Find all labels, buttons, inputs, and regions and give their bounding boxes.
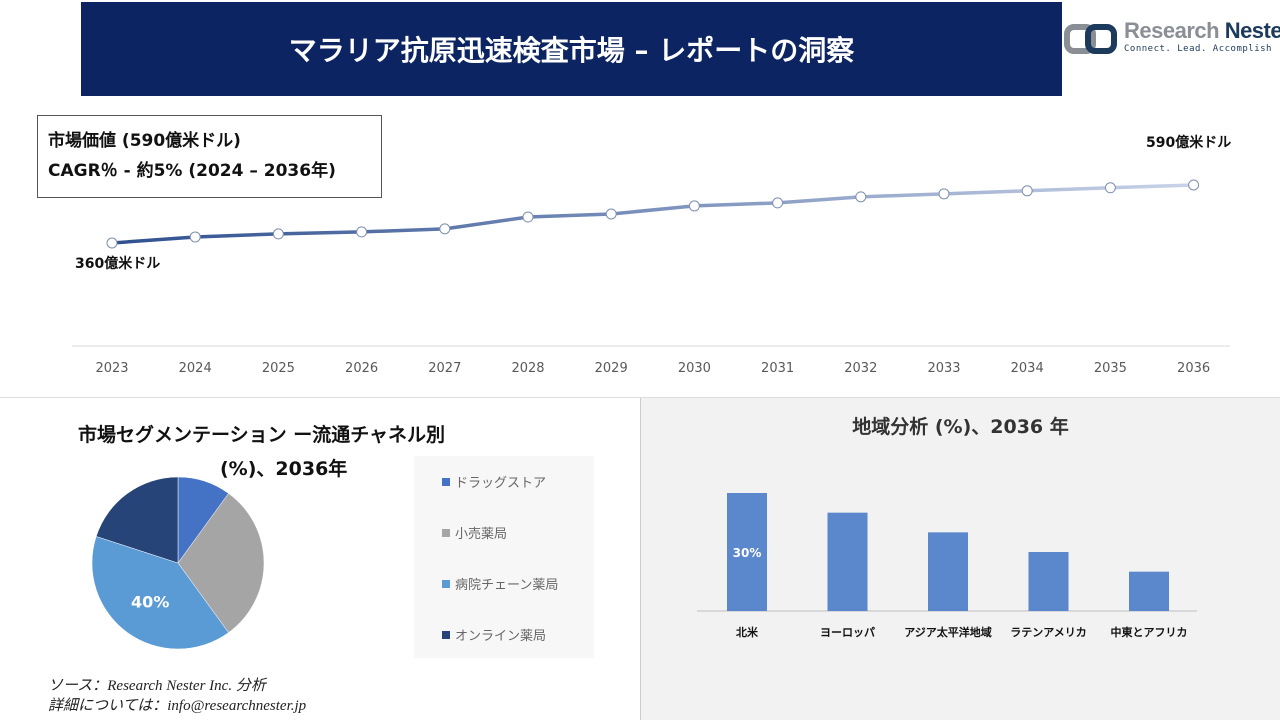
pie-legend: ドラッグストア 小売薬局病院チェーン薬局 オンライン薬局 bbox=[414, 456, 594, 658]
data-point bbox=[439, 223, 451, 235]
pie-data-label: 40% bbox=[131, 592, 169, 611]
pie-slice bbox=[91, 536, 229, 650]
data-point bbox=[688, 200, 700, 212]
x-tick-label: 2033 bbox=[927, 361, 960, 376]
legend-label: 小売薬局 bbox=[455, 527, 508, 542]
x-tick-label: 2035 bbox=[1094, 361, 1127, 376]
legend-swatch bbox=[442, 528, 450, 537]
bar-category-label: 北米 bbox=[736, 625, 759, 639]
bar bbox=[827, 512, 868, 611]
data-point bbox=[938, 188, 950, 200]
data-point bbox=[1104, 182, 1116, 194]
bar-chart-title: 地域分析 (%)、2036 年 bbox=[852, 416, 1069, 438]
series-line bbox=[111, 183, 1194, 245]
bar-category-label: ラテンアメリカ bbox=[1010, 626, 1086, 639]
divider bbox=[0, 397, 1280, 398]
bar bbox=[928, 532, 968, 611]
page-title: マラリア抗原迅速検査市場 – レポートの洞察 bbox=[81, 2, 1062, 96]
x-tick-label: 2032 bbox=[844, 361, 877, 376]
source-note: ソース：Research Nester Inc. 分析 詳細については：info… bbox=[48, 676, 306, 716]
logo-tagline: Connect. Lead. Accomplish bbox=[1124, 44, 1272, 54]
legend-label: ドラッグストア bbox=[455, 476, 547, 491]
legend-item: オンライン薬局 bbox=[442, 625, 546, 644]
x-tick-label: 2028 bbox=[511, 361, 544, 376]
data-point bbox=[605, 208, 617, 220]
data-point bbox=[522, 211, 534, 223]
x-tick-label: 2034 bbox=[1011, 361, 1044, 376]
x-tick-label: 2023 bbox=[95, 361, 128, 376]
market-value: 市場価値 (590億米ドル) bbox=[48, 131, 241, 151]
legend-item: ドラッグストア bbox=[442, 472, 546, 491]
legend-swatch bbox=[442, 477, 450, 486]
data-point bbox=[356, 226, 368, 238]
divider bbox=[640, 398, 641, 720]
bar bbox=[1129, 571, 1169, 611]
bar bbox=[727, 493, 767, 611]
bar-category-label: 中東とアフリカ bbox=[1111, 625, 1188, 639]
data-point bbox=[106, 237, 118, 249]
legend-swatch bbox=[442, 630, 450, 639]
bar-category-label: ヨーロッパ bbox=[820, 626, 875, 639]
research-nester-logo: Research Nester Connect. Lead. Accomplis… bbox=[1064, 18, 1280, 62]
pie-slice bbox=[95, 476, 179, 564]
x-tick-label: 2027 bbox=[428, 361, 461, 376]
x-tick-label: 2029 bbox=[595, 361, 628, 376]
pie-chart-title: 市場セグメンテーション ー流通チャネル別 (%)、2036年 bbox=[78, 418, 498, 486]
market-info-box: 市場価値 (590億米ドル) CAGR％ - 約5% (2024 – 2036年… bbox=[37, 115, 382, 198]
legend-label: 病院チェーン薬局 bbox=[455, 578, 559, 593]
logo-mark-icon bbox=[1064, 24, 1117, 54]
data-point bbox=[272, 228, 284, 240]
legend-swatch bbox=[442, 579, 450, 588]
contact-text: 詳細については：info@researchnester.jp bbox=[48, 698, 307, 714]
x-tick-label: 2030 bbox=[678, 361, 711, 376]
data-point bbox=[855, 191, 867, 203]
x-tick-label: 2026 bbox=[345, 361, 378, 376]
source-text: ソース：Research Nester Inc. 分析 bbox=[48, 678, 266, 694]
cagr: CAGR％ - 約5% (2024 – 2036年) bbox=[48, 161, 336, 181]
start-value-label: 360億米ドル bbox=[75, 256, 161, 272]
x-tick-label: 2025 bbox=[262, 361, 295, 376]
x-tick-label: 2024 bbox=[179, 361, 212, 376]
legend-label: オンライン薬局 bbox=[455, 629, 547, 644]
logo-name: Research Nester bbox=[1124, 18, 1280, 43]
data-point bbox=[189, 231, 201, 243]
pie-title-line1: 市場セグメンテーション ー流通チャネル別 bbox=[78, 424, 446, 446]
bar-category-label: アジア太平洋地域 bbox=[904, 625, 992, 639]
x-tick-label: 2036 bbox=[1177, 361, 1210, 376]
data-point bbox=[1188, 179, 1200, 191]
legend-item: 病院チェーン薬局 bbox=[442, 574, 558, 593]
bar bbox=[1028, 552, 1069, 611]
x-tick-label: 2031 bbox=[761, 361, 794, 376]
legend-item: 小売薬局 bbox=[442, 523, 507, 542]
pie-title-line2: (%)、2036年 bbox=[220, 458, 348, 480]
data-point bbox=[772, 197, 784, 209]
data-point bbox=[1021, 185, 1033, 197]
end-value-label: 590億米ドル bbox=[1146, 135, 1232, 151]
bar-data-label: 30% bbox=[733, 546, 762, 560]
pie-slice bbox=[177, 493, 265, 633]
